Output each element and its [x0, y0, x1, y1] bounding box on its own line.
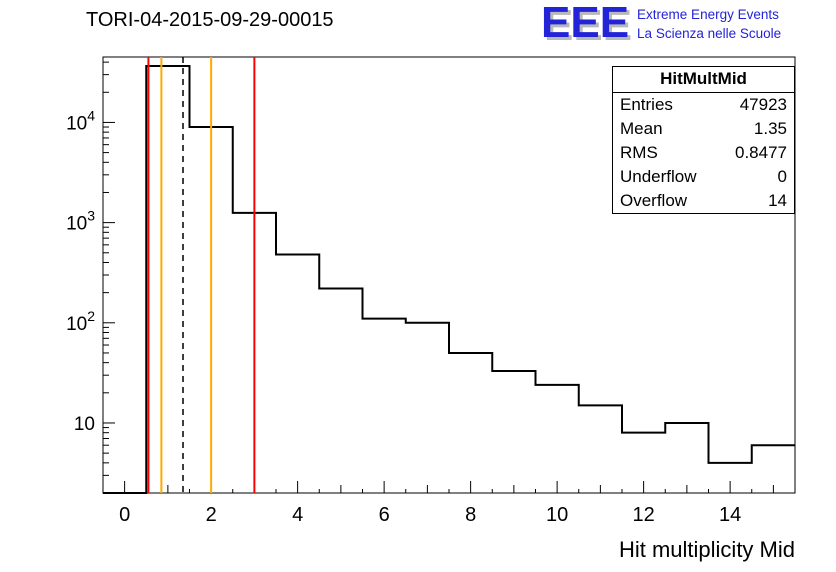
y-tick-label: 102	[66, 308, 95, 335]
stat-row-rms: RMS 0.8477	[613, 141, 794, 165]
stat-mean-label: Mean	[620, 119, 663, 138]
stat-rms-value: 0.8477	[735, 143, 787, 162]
stat-underflow-value: 0	[777, 167, 787, 186]
x-tick-label: 0	[119, 504, 130, 526]
threshold-marker-lines	[147, 57, 256, 493]
stat-overflow-label: Overflow	[620, 191, 688, 210]
stat-row-overflow: Overflow 14	[613, 189, 794, 213]
eee-logo-line2: La Scienza nelle Scuole	[637, 25, 782, 41]
x-axis-ticks: 0 2 4 6 8 10 12 14	[102, 481, 796, 526]
stat-entries-label: Entries	[620, 95, 673, 114]
x-tick-label: 10	[546, 504, 568, 526]
x-tick-label: 4	[292, 504, 303, 526]
stats-box: HitMultMid Entries 47923 Mean 1.35 RMS 0…	[612, 66, 795, 214]
stat-rms-label: RMS	[620, 143, 658, 162]
x-tick-label: 8	[465, 504, 476, 526]
eee-logo-subtitle: Extreme Energy Events La Scienza nelle S…	[637, 2, 781, 44]
x-tick-label: 12	[633, 504, 655, 526]
y-axis-ticks: 10 102 103 104	[66, 61, 115, 494]
y-tick-label: 103	[66, 208, 95, 235]
eee-logo-line1: Extreme Energy Events	[637, 7, 779, 22]
stat-row-entries: Entries 47923	[613, 93, 794, 117]
y-tick-label: 104	[66, 107, 95, 134]
stat-row-underflow: Underflow 0	[613, 165, 794, 189]
stat-underflow-label: Underflow	[620, 167, 697, 186]
y-tick-label: 10	[74, 414, 95, 435]
eee-logo: EEE Extreme Energy Events La Scienza nel…	[541, 0, 781, 47]
x-tick-label: 2	[206, 504, 217, 526]
x-tick-label: 6	[379, 504, 390, 526]
stat-row-mean: Mean 1.35	[613, 117, 794, 141]
x-axis-title: Hit multiplicity Mid	[618, 537, 795, 562]
plot-title: TORI-04-2015-09-29-00015	[86, 9, 334, 31]
stat-overflow-value: 14	[768, 191, 787, 210]
stat-mean-value: 1.35	[753, 119, 787, 138]
stat-entries-value: 47923	[739, 95, 787, 114]
stats-title: HitMultMid	[613, 67, 794, 93]
eee-logo-acronym: EEE	[541, 0, 630, 47]
histogram-line	[103, 64, 795, 494]
x-tick-label: 14	[719, 504, 741, 526]
